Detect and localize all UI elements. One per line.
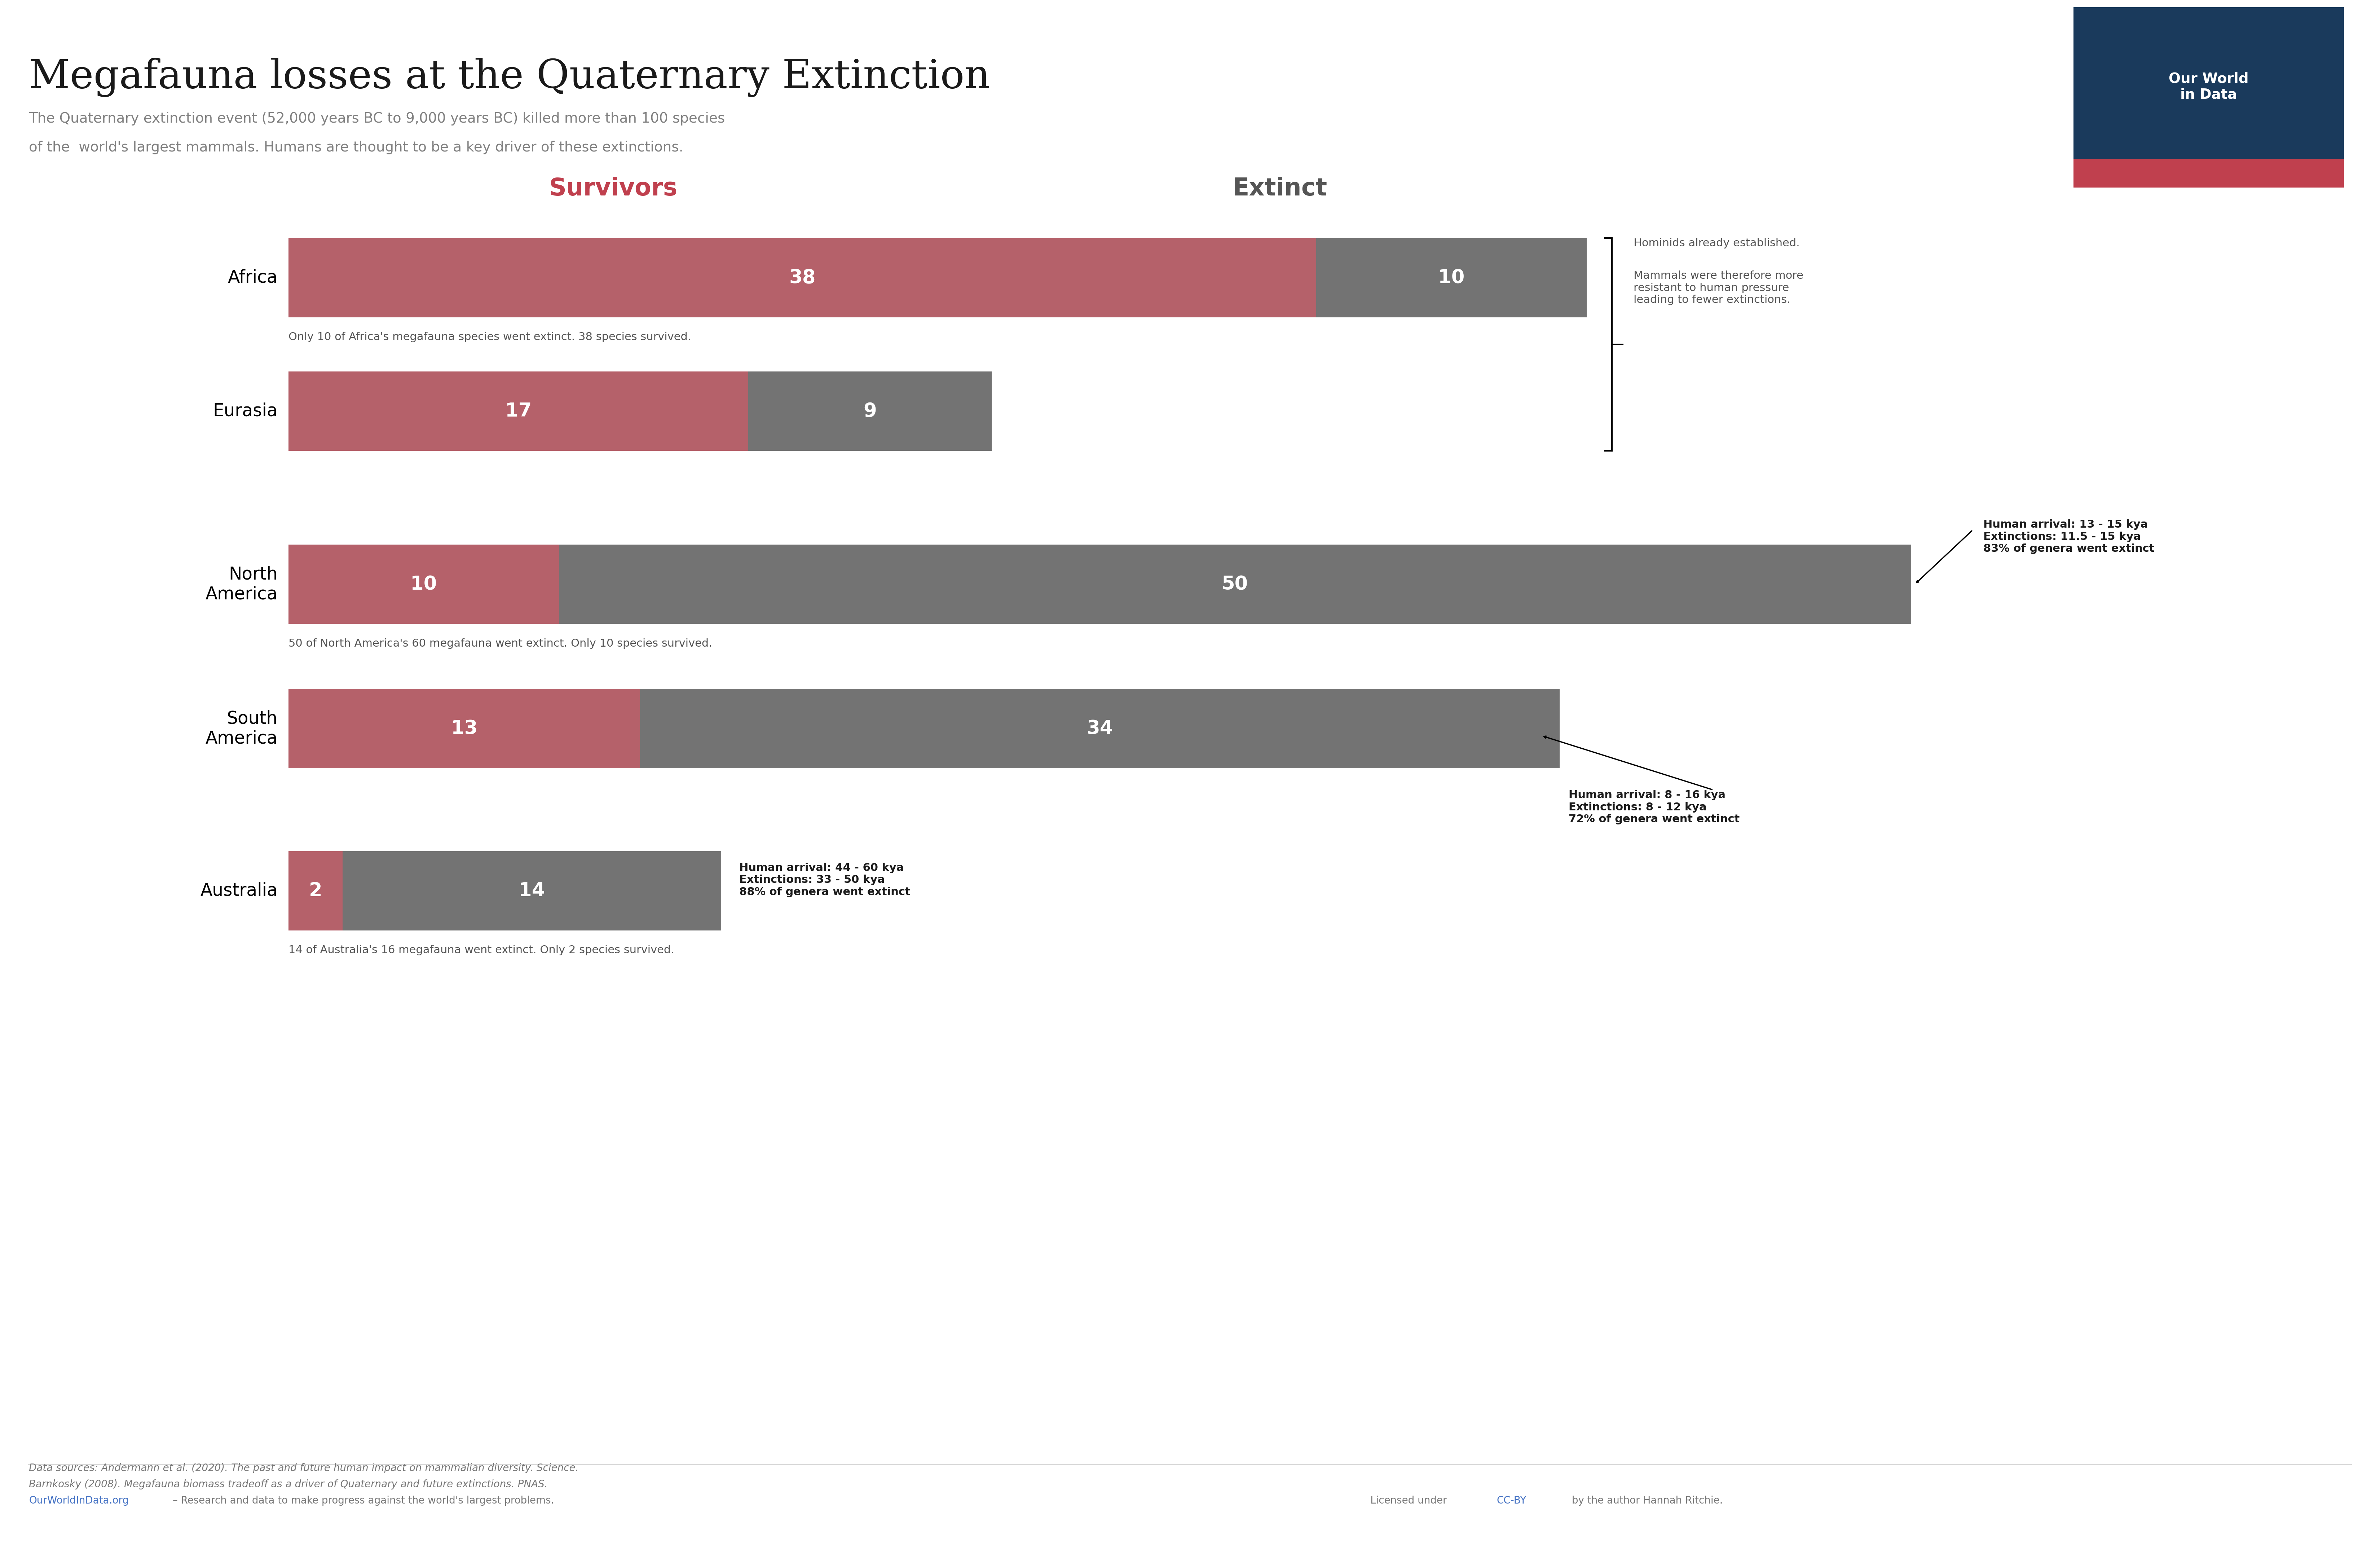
FancyBboxPatch shape bbox=[1316, 238, 1587, 318]
Text: CC-BY: CC-BY bbox=[1497, 1496, 1526, 1505]
Text: Mammals were therefore more
resistant to human pressure
leading to fewer extinct: Mammals were therefore more resistant to… bbox=[1633, 271, 1804, 305]
Text: Survivors: Survivors bbox=[550, 176, 678, 201]
Text: Data sources: Andermann et al. (2020). The past and future human impact on mamma: Data sources: Andermann et al. (2020). T… bbox=[29, 1463, 578, 1474]
Text: Human arrival: 8 - 16 kya
Extinctions: 8 - 12 kya
72% of genera went extinct: Human arrival: 8 - 16 kya Extinctions: 8… bbox=[1568, 790, 1740, 824]
FancyBboxPatch shape bbox=[288, 689, 640, 768]
Text: Licensed under: Licensed under bbox=[1371, 1496, 1449, 1505]
Text: 17: 17 bbox=[505, 402, 531, 421]
FancyBboxPatch shape bbox=[640, 689, 1559, 768]
FancyBboxPatch shape bbox=[288, 371, 747, 450]
Text: 38: 38 bbox=[790, 268, 816, 287]
Text: of the  world's largest mammals. Humans are thought to be a key driver of these : of the world's largest mammals. Humans a… bbox=[29, 140, 683, 154]
Text: 13: 13 bbox=[452, 720, 478, 738]
Text: Africa: Africa bbox=[228, 270, 278, 287]
Text: Human arrival: 13 - 15 kya
Extinctions: 11.5 - 15 kya
83% of genera went extinct: Human arrival: 13 - 15 kya Extinctions: … bbox=[1983, 519, 2154, 555]
Text: Only 10 of Africa's megafauna species went extinct. 38 species survived.: Only 10 of Africa's megafauna species we… bbox=[288, 332, 690, 343]
Text: Megafauna losses at the Quaternary Extinction: Megafauna losses at the Quaternary Extin… bbox=[29, 58, 990, 97]
Text: 10: 10 bbox=[1438, 268, 1464, 287]
Text: North
America: North America bbox=[205, 566, 278, 603]
FancyBboxPatch shape bbox=[2073, 159, 2344, 187]
FancyBboxPatch shape bbox=[288, 238, 1316, 318]
FancyBboxPatch shape bbox=[747, 371, 992, 450]
Text: South
America: South America bbox=[205, 710, 278, 748]
Text: 50 of North America's 60 megafauna went extinct. Only 10 species survived.: 50 of North America's 60 megafauna went … bbox=[288, 639, 712, 648]
FancyBboxPatch shape bbox=[288, 851, 343, 930]
Text: 14 of Australia's 16 megafauna went extinct. Only 2 species survived.: 14 of Australia's 16 megafauna went exti… bbox=[288, 944, 674, 955]
FancyBboxPatch shape bbox=[343, 851, 721, 930]
Text: 10: 10 bbox=[409, 575, 438, 594]
Text: by the author Hannah Ritchie.: by the author Hannah Ritchie. bbox=[1568, 1496, 1723, 1505]
Text: Extinct: Extinct bbox=[1233, 176, 1328, 201]
Text: Australia: Australia bbox=[200, 882, 278, 899]
Text: Our World
in Data: Our World in Data bbox=[2168, 72, 2249, 101]
Text: 34: 34 bbox=[1088, 720, 1114, 738]
Text: 50: 50 bbox=[1221, 575, 1247, 594]
Text: Hominids already established.: Hominids already established. bbox=[1633, 238, 1799, 248]
FancyBboxPatch shape bbox=[559, 545, 1911, 623]
Text: 14: 14 bbox=[519, 882, 545, 901]
Text: – Research and data to make progress against the world's largest problems.: – Research and data to make progress aga… bbox=[169, 1496, 555, 1505]
Text: OurWorldInData.org: OurWorldInData.org bbox=[29, 1496, 129, 1505]
Text: Human arrival: 44 - 60 kya
Extinctions: 33 - 50 kya
88% of genera went extinct: Human arrival: 44 - 60 kya Extinctions: … bbox=[740, 863, 909, 897]
Text: The Quaternary extinction event (52,000 years BC to 9,000 years BC) killed more : The Quaternary extinction event (52,000 … bbox=[29, 112, 726, 126]
FancyBboxPatch shape bbox=[288, 545, 559, 623]
Text: 2: 2 bbox=[309, 882, 321, 901]
Text: Eurasia: Eurasia bbox=[212, 402, 278, 419]
FancyBboxPatch shape bbox=[2073, 8, 2344, 187]
Text: Barnkosky (2008). Megafauna biomass tradeoff as a driver of Quaternary and futur: Barnkosky (2008). Megafauna biomass trad… bbox=[29, 1480, 547, 1489]
Text: 9: 9 bbox=[864, 402, 876, 421]
